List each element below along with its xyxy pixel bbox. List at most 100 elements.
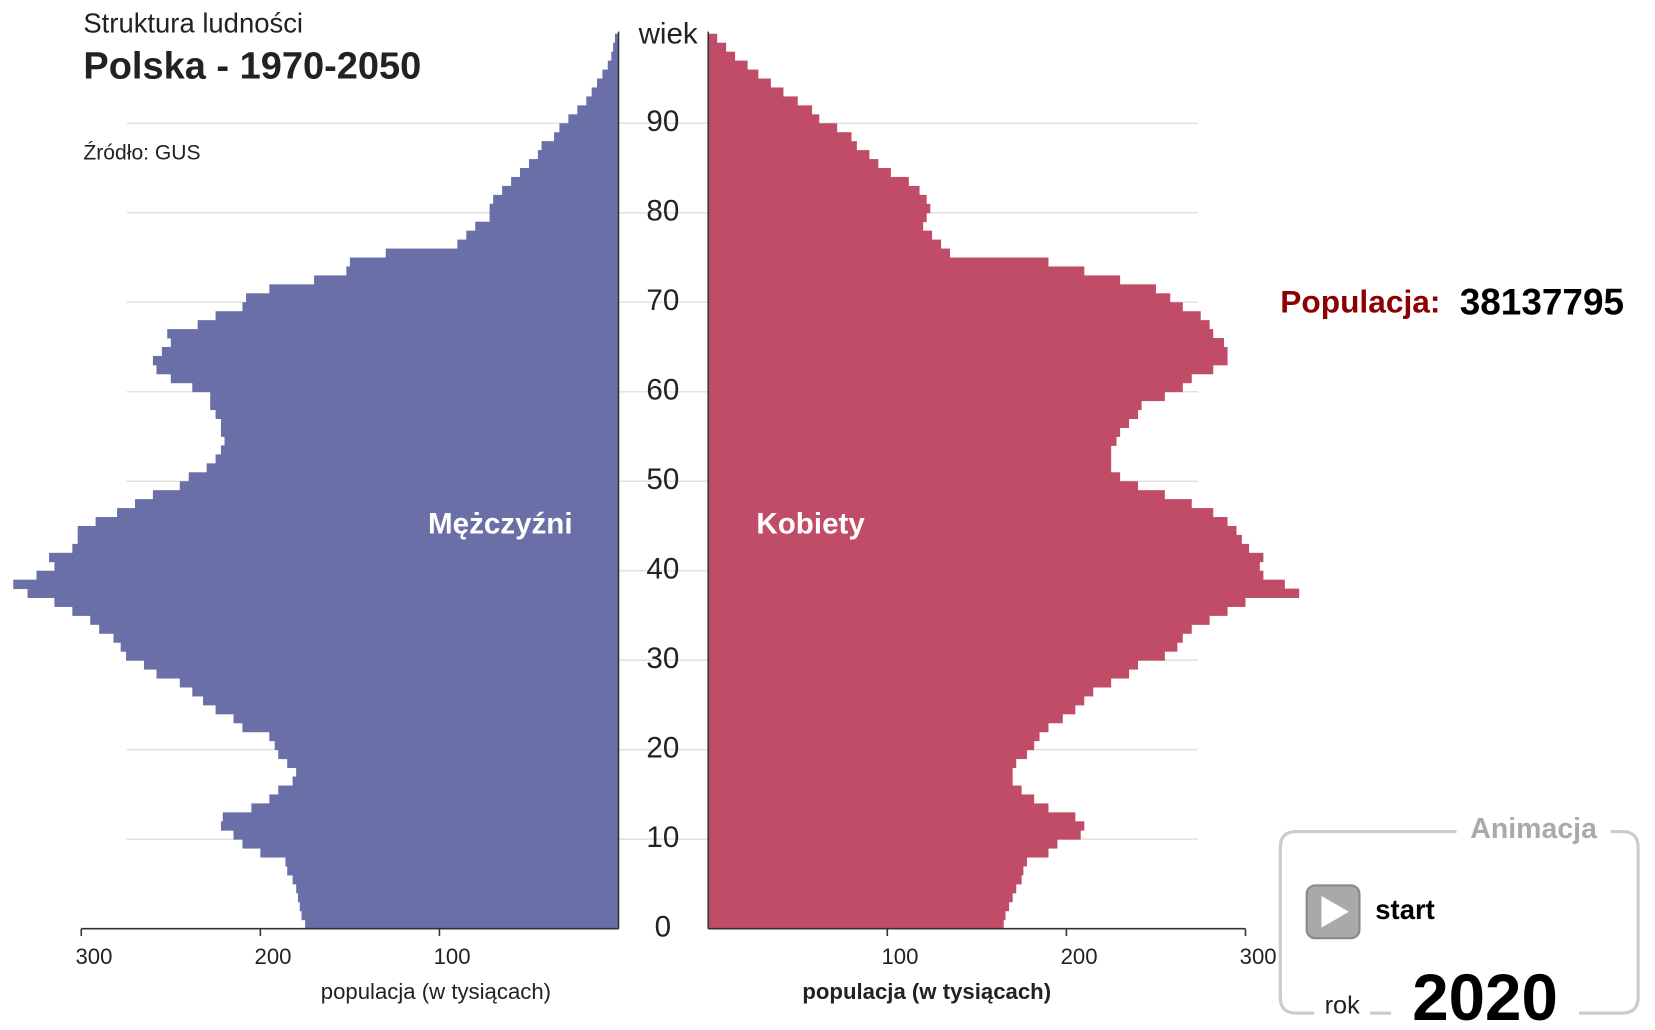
- bar: [708, 311, 1201, 321]
- bar: [260, 848, 619, 858]
- chart-title: Polska - 1970-2050: [83, 46, 421, 88]
- bar: [708, 857, 1027, 867]
- bar: [708, 329, 1214, 339]
- bar: [708, 221, 924, 232]
- bar: [708, 185, 920, 196]
- bar: [708, 552, 1264, 563]
- x-tick-label: 300: [1240, 944, 1277, 969]
- play-button[interactable]: [1305, 884, 1361, 940]
- bar: [708, 570, 1264, 581]
- bar: [708, 78, 771, 88]
- bar: [708, 776, 1013, 786]
- bar: [349, 257, 619, 267]
- bar: [117, 508, 619, 518]
- bar: [708, 821, 1085, 831]
- bar: [475, 221, 619, 232]
- bar: [708, 624, 1192, 634]
- bar: [708, 346, 1228, 357]
- bar: [541, 141, 619, 151]
- bars: [13, 33, 1300, 930]
- animation-box: Animacja start rok 2020: [1278, 813, 1640, 1030]
- bar: [708, 660, 1139, 670]
- bar: [95, 517, 619, 527]
- bar: [179, 678, 619, 688]
- bar: [708, 418, 1130, 428]
- bar: [152, 355, 619, 366]
- bar: [708, 230, 933, 241]
- bar: [708, 687, 1094, 697]
- bar: [708, 767, 1013, 777]
- bar: [269, 731, 619, 742]
- bar: [708, 409, 1139, 420]
- bar: [156, 669, 619, 679]
- bar: [708, 651, 1165, 661]
- bar: [708, 364, 1214, 375]
- bar: [224, 436, 619, 446]
- bar: [134, 499, 619, 509]
- bar: [708, 51, 736, 62]
- bar: [554, 132, 619, 142]
- bar: [591, 87, 619, 97]
- bar: [708, 758, 1017, 769]
- bar: [246, 293, 619, 303]
- bar: [537, 150, 619, 160]
- bar: [278, 785, 619, 795]
- bar: [708, 588, 1300, 598]
- bar: [708, 338, 1224, 348]
- bar: [287, 866, 619, 876]
- bar: [708, 517, 1228, 527]
- bar: [489, 203, 619, 214]
- bar: [152, 490, 619, 500]
- y-tick-label: 80: [646, 195, 679, 228]
- bar: [577, 105, 619, 115]
- bar: [242, 722, 619, 733]
- y-tick-label: 30: [646, 642, 679, 675]
- bar: [457, 239, 619, 249]
- bar: [278, 749, 619, 760]
- bar: [346, 266, 619, 276]
- year-label: rok: [1325, 991, 1361, 1019]
- bar: [708, 499, 1192, 509]
- bar: [611, 51, 619, 62]
- x-tick-label: 100: [434, 944, 471, 969]
- bar: [708, 203, 931, 214]
- y-tick-label: 40: [646, 553, 679, 586]
- bar: [708, 803, 1049, 813]
- play-label[interactable]: start: [1375, 894, 1434, 925]
- bar: [708, 919, 1004, 930]
- bar: [36, 570, 619, 581]
- bar: [708, 427, 1121, 437]
- bar: [708, 123, 838, 133]
- bar: [708, 302, 1183, 312]
- bar: [72, 543, 619, 554]
- bar: [708, 105, 813, 115]
- bar: [586, 96, 619, 106]
- box-border: [1278, 830, 1640, 1015]
- bar: [708, 874, 1022, 885]
- population-label: Populacja:: [1280, 283, 1440, 319]
- bar: [708, 731, 1040, 742]
- bar: [27, 588, 619, 598]
- bar: [301, 910, 619, 921]
- bar: [708, 248, 950, 258]
- bar: [215, 311, 619, 321]
- bar: [708, 400, 1142, 411]
- bar: [170, 373, 619, 384]
- bar: [708, 141, 857, 151]
- x-tick-label: 200: [255, 944, 292, 969]
- y-tick-label: 70: [646, 284, 679, 317]
- x-tick-label: 200: [1061, 944, 1098, 969]
- play-icon[interactable]: [1321, 895, 1349, 928]
- y-tick-label: 10: [646, 821, 679, 854]
- bar: [99, 624, 619, 634]
- bar: [708, 910, 1006, 921]
- bar: [708, 785, 1022, 795]
- y-axis-label: wiek: [638, 18, 698, 51]
- bar: [520, 168, 619, 178]
- bar: [708, 892, 1013, 903]
- bar: [296, 767, 619, 777]
- bar: [215, 454, 619, 464]
- bar: [708, 463, 1112, 473]
- bar: [292, 776, 619, 786]
- series-label: Mężczyźni: [428, 507, 573, 540]
